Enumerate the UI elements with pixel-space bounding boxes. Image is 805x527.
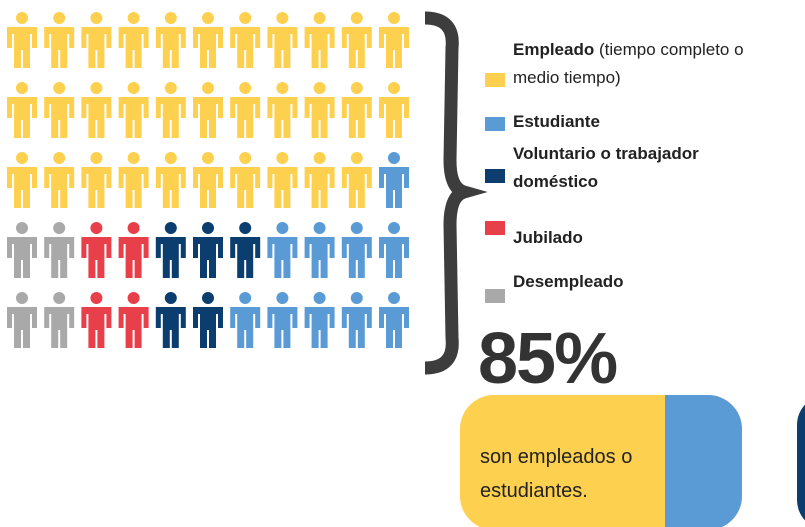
legend-label: Empleado bbox=[513, 40, 595, 59]
person-icon bbox=[379, 292, 409, 348]
person-icon bbox=[7, 222, 37, 278]
person-icon bbox=[341, 12, 372, 68]
legend-item: Jubilado bbox=[513, 224, 775, 252]
person-icon bbox=[341, 292, 372, 348]
person-icon bbox=[44, 222, 75, 278]
person-icon bbox=[118, 292, 149, 348]
headline: 85% bbox=[478, 319, 618, 399]
person-icon bbox=[341, 222, 372, 278]
legend-swatch bbox=[485, 289, 505, 303]
person-icon bbox=[267, 12, 298, 68]
person-icon bbox=[304, 222, 335, 278]
legend-label: Voluntario o trabajador doméstico bbox=[513, 144, 699, 191]
person-icon bbox=[193, 292, 223, 348]
legend-swatch bbox=[485, 73, 505, 87]
person-icon bbox=[44, 12, 75, 68]
legend-label: Estudiante bbox=[513, 112, 600, 131]
person-icon bbox=[267, 82, 298, 138]
person-icon bbox=[267, 222, 298, 278]
person-icon bbox=[304, 82, 335, 138]
legend-item: Desempleado bbox=[513, 268, 775, 296]
person-icon bbox=[379, 222, 409, 278]
person-icon bbox=[379, 82, 409, 138]
person-icon bbox=[118, 12, 149, 68]
person-icon bbox=[118, 152, 149, 208]
legend-swatch bbox=[485, 221, 505, 235]
person-icon bbox=[7, 292, 37, 348]
person-icon bbox=[193, 82, 223, 138]
legend-swatch bbox=[485, 117, 505, 131]
caption-pill-part bbox=[665, 395, 742, 527]
person-icon bbox=[81, 222, 112, 278]
person-icon bbox=[7, 12, 37, 68]
person-icon bbox=[304, 152, 335, 208]
person-icon bbox=[118, 82, 149, 138]
person-icon bbox=[230, 222, 261, 278]
person-icon bbox=[44, 292, 75, 348]
caption: son empleados o estudiantes. bbox=[480, 446, 633, 502]
person-icon bbox=[379, 152, 409, 208]
next-pill bbox=[797, 404, 805, 521]
person-icon bbox=[341, 82, 372, 138]
person-icon bbox=[304, 292, 335, 348]
person-icon bbox=[193, 222, 223, 278]
legend-label: Jubilado bbox=[513, 228, 583, 247]
person-icon bbox=[230, 82, 261, 138]
legend-item: Empleado (tiempo completo o medio tiempo… bbox=[513, 36, 775, 92]
person-icon bbox=[81, 12, 112, 68]
person-icon bbox=[81, 152, 112, 208]
person-icon bbox=[267, 292, 298, 348]
person-icon bbox=[44, 82, 75, 138]
person-icon bbox=[155, 12, 186, 68]
person-icon bbox=[155, 82, 186, 138]
person-icon bbox=[267, 152, 298, 208]
person-icon bbox=[304, 12, 335, 68]
person-icon bbox=[230, 152, 261, 208]
person-icon bbox=[230, 12, 261, 68]
person-icon bbox=[7, 152, 37, 208]
person-icon bbox=[193, 152, 223, 208]
person-icon bbox=[7, 82, 37, 138]
person-icon bbox=[155, 152, 186, 208]
person-icon bbox=[230, 292, 261, 348]
legend-item: Estudiante bbox=[513, 108, 775, 136]
brace bbox=[424, 11, 488, 375]
person-icon bbox=[118, 222, 149, 278]
legend-label: Desempleado bbox=[513, 272, 624, 291]
legend-item: Voluntario o trabajador doméstico bbox=[513, 140, 748, 196]
legend-detail: (tiempo completo o medio tiempo) bbox=[513, 40, 744, 87]
person-icon bbox=[81, 82, 112, 138]
person-icon bbox=[193, 12, 223, 68]
person-icon bbox=[155, 222, 186, 278]
person-icon bbox=[379, 12, 409, 68]
person-icon bbox=[155, 292, 186, 348]
person-icon bbox=[341, 152, 372, 208]
person-icon bbox=[81, 292, 112, 348]
person-icon bbox=[44, 152, 75, 208]
legend-swatch bbox=[485, 169, 505, 183]
